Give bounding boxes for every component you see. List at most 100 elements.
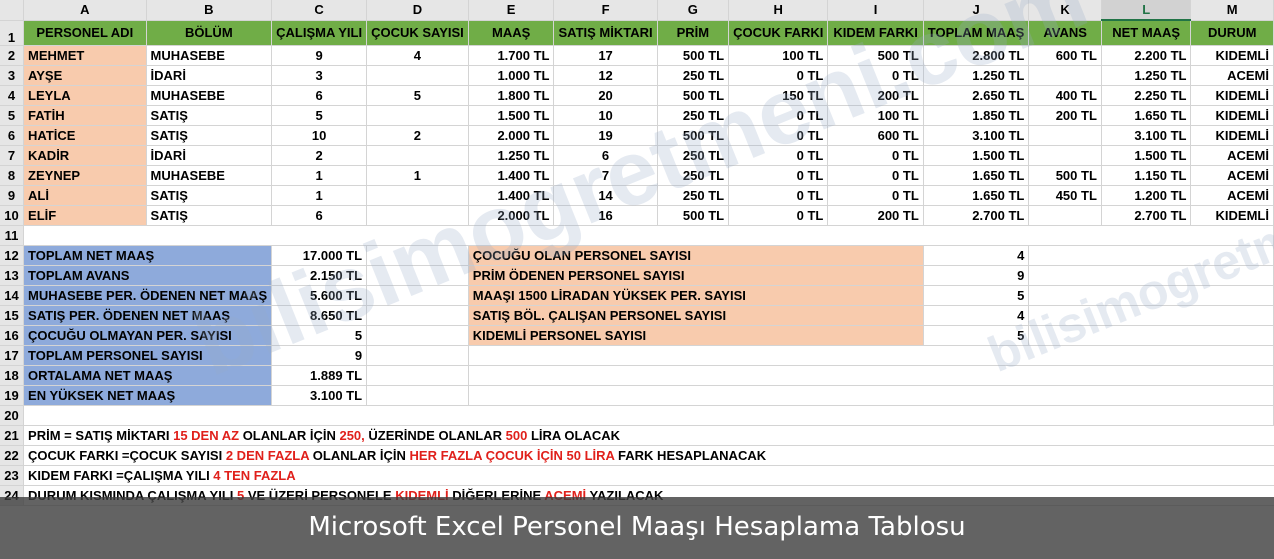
data-cell[interactable]: 0 TL [728, 145, 829, 166]
data-cell[interactable]: 2 [271, 145, 368, 166]
summary-label[interactable]: ORTALAMA NET MAAŞ [23, 365, 273, 386]
header-cell[interactable]: SATIŞ MİKTARI [553, 19, 658, 46]
column-header[interactable]: B [146, 0, 273, 21]
row-header[interactable]: 14 [0, 285, 25, 306]
data-cell[interactable] [366, 65, 469, 86]
cell[interactable] [1028, 285, 1274, 306]
data-cell[interactable]: 2.700 TL [922, 205, 1030, 226]
note-cell[interactable]: KIDEM FARKI =ÇALIŞMA YILI 4 TEN FAZLA [23, 465, 1274, 486]
data-cell[interactable]: 2.650 TL [922, 85, 1030, 106]
stat-label[interactable]: SATIŞ BÖL. ÇALIŞAN PERSONEL SAYISI [467, 305, 924, 326]
data-cell[interactable]: KIDEMLİ [1190, 85, 1274, 106]
data-cell[interactable]: 1.250 TL [1100, 65, 1192, 86]
cell[interactable] [468, 345, 1274, 366]
summary-value[interactable]: 5 [271, 325, 368, 346]
data-cell[interactable]: 2.200 TL [1100, 45, 1192, 66]
data-cell[interactable]: 0 TL [728, 185, 829, 206]
data-cell[interactable]: 7 [553, 165, 658, 186]
row-header[interactable]: 2 [0, 45, 25, 66]
note-cell[interactable]: PRİM = SATIŞ MİKTARI 15 DEN AZ OLANLAR İ… [23, 425, 1274, 446]
data-cell[interactable]: 200 TL [1028, 105, 1102, 126]
data-cell[interactable] [1028, 205, 1102, 226]
cell[interactable] [366, 285, 469, 306]
cell[interactable] [366, 265, 469, 286]
data-cell[interactable] [366, 145, 469, 166]
cell[interactable] [1028, 305, 1274, 326]
row-header[interactable]: 11 [0, 225, 25, 246]
stat-label[interactable]: KIDEMLİ PERSONEL SAYISI [467, 325, 924, 346]
data-cell[interactable]: 250 TL [656, 105, 730, 126]
data-cell[interactable]: 2.250 TL [1100, 85, 1192, 106]
cell[interactable] [366, 245, 469, 266]
data-cell[interactable]: 0 TL [827, 165, 924, 186]
data-cell[interactable]: 1.650 TL [922, 165, 1030, 186]
data-cell[interactable] [366, 185, 469, 206]
data-cell[interactable]: SATIŞ [145, 205, 273, 226]
data-cell[interactable]: SATIŞ [145, 105, 273, 126]
row-header[interactable]: 3 [0, 65, 25, 86]
column-header[interactable]: I [827, 0, 924, 21]
data-cell[interactable]: 1.700 TL [467, 45, 555, 66]
data-cell[interactable]: 1.850 TL [922, 105, 1030, 126]
column-header[interactable]: J [923, 0, 1030, 21]
data-cell[interactable]: 19 [553, 125, 658, 146]
summary-value[interactable]: 8.650 TL [271, 305, 368, 326]
cell[interactable] [1028, 325, 1274, 346]
data-cell[interactable]: 16 [553, 205, 658, 226]
data-cell[interactable]: ACEMİ [1190, 165, 1274, 186]
cell[interactable] [366, 365, 469, 386]
data-cell[interactable]: 450 TL [1028, 185, 1102, 206]
data-cell[interactable]: KIDEMLİ [1190, 205, 1274, 226]
header-cell[interactable]: ÇOCUK FARKI [728, 19, 829, 46]
cell[interactable] [23, 405, 1274, 426]
summary-value[interactable]: 3.100 TL [271, 385, 368, 406]
stat-label[interactable]: MAAŞI 1500 LİRADAN YÜKSEK PER. SAYISI [467, 285, 924, 306]
stat-value[interactable]: 5 [922, 325, 1030, 346]
data-cell[interactable]: MEHMET [23, 45, 147, 66]
data-cell[interactable]: 5 [271, 105, 368, 126]
header-cell[interactable]: TOPLAM MAAŞ [922, 19, 1030, 46]
header-cell[interactable]: ÇALIŞMA YILI [271, 19, 368, 46]
cell[interactable] [468, 385, 1274, 406]
data-cell[interactable]: HATİCE [23, 125, 147, 146]
data-cell[interactable]: 0 TL [728, 165, 829, 186]
data-cell[interactable]: 500 TL [656, 45, 730, 66]
data-cell[interactable]: 1.000 TL [467, 65, 555, 86]
header-cell[interactable]: KIDEM FARKI [827, 19, 924, 46]
data-cell[interactable]: ELİF [23, 205, 147, 226]
data-cell[interactable]: 2.000 TL [467, 205, 555, 226]
cell[interactable] [366, 345, 469, 366]
data-cell[interactable]: 1.500 TL [1100, 145, 1192, 166]
data-cell[interactable] [366, 205, 469, 226]
data-cell[interactable]: 1 [366, 165, 469, 186]
data-cell[interactable]: 2.700 TL [1100, 205, 1192, 226]
summary-label[interactable]: TOPLAM AVANS [23, 265, 273, 286]
row-header[interactable]: 18 [0, 365, 25, 386]
data-cell[interactable]: SATIŞ [145, 185, 273, 206]
data-cell[interactable]: 3.100 TL [1100, 125, 1192, 146]
data-cell[interactable]: 1.500 TL [467, 105, 555, 126]
column-header[interactable]: M [1190, 0, 1274, 21]
column-header[interactable]: F [553, 0, 658, 21]
data-cell[interactable]: AYŞE [23, 65, 147, 86]
stat-value[interactable]: 9 [922, 265, 1030, 286]
data-cell[interactable]: 10 [271, 125, 368, 146]
data-cell[interactable]: 3.100 TL [922, 125, 1030, 146]
summary-label[interactable]: TOPLAM PERSONEL SAYISI [23, 345, 273, 366]
column-header[interactable]: K [1028, 0, 1102, 21]
data-cell[interactable]: 1.650 TL [1100, 105, 1192, 126]
data-cell[interactable]: MUHASEBE [145, 165, 273, 186]
row-header[interactable]: 8 [0, 165, 25, 186]
header-cell[interactable]: NET MAAŞ [1100, 19, 1192, 46]
data-cell[interactable]: 0 TL [827, 185, 924, 206]
data-cell[interactable]: MUHASEBE [145, 45, 273, 66]
cell[interactable] [366, 305, 469, 326]
data-cell[interactable]: ZEYNEP [23, 165, 147, 186]
row-header[interactable]: 4 [0, 85, 25, 106]
data-cell[interactable]: 10 [553, 105, 658, 126]
summary-label[interactable]: EN YÜKSEK NET MAAŞ [23, 385, 273, 406]
row-header[interactable]: 12 [0, 245, 25, 266]
cell[interactable] [468, 365, 1274, 386]
data-cell[interactable]: KIDEMLİ [1190, 105, 1274, 126]
data-cell[interactable]: 0 TL [728, 125, 829, 146]
